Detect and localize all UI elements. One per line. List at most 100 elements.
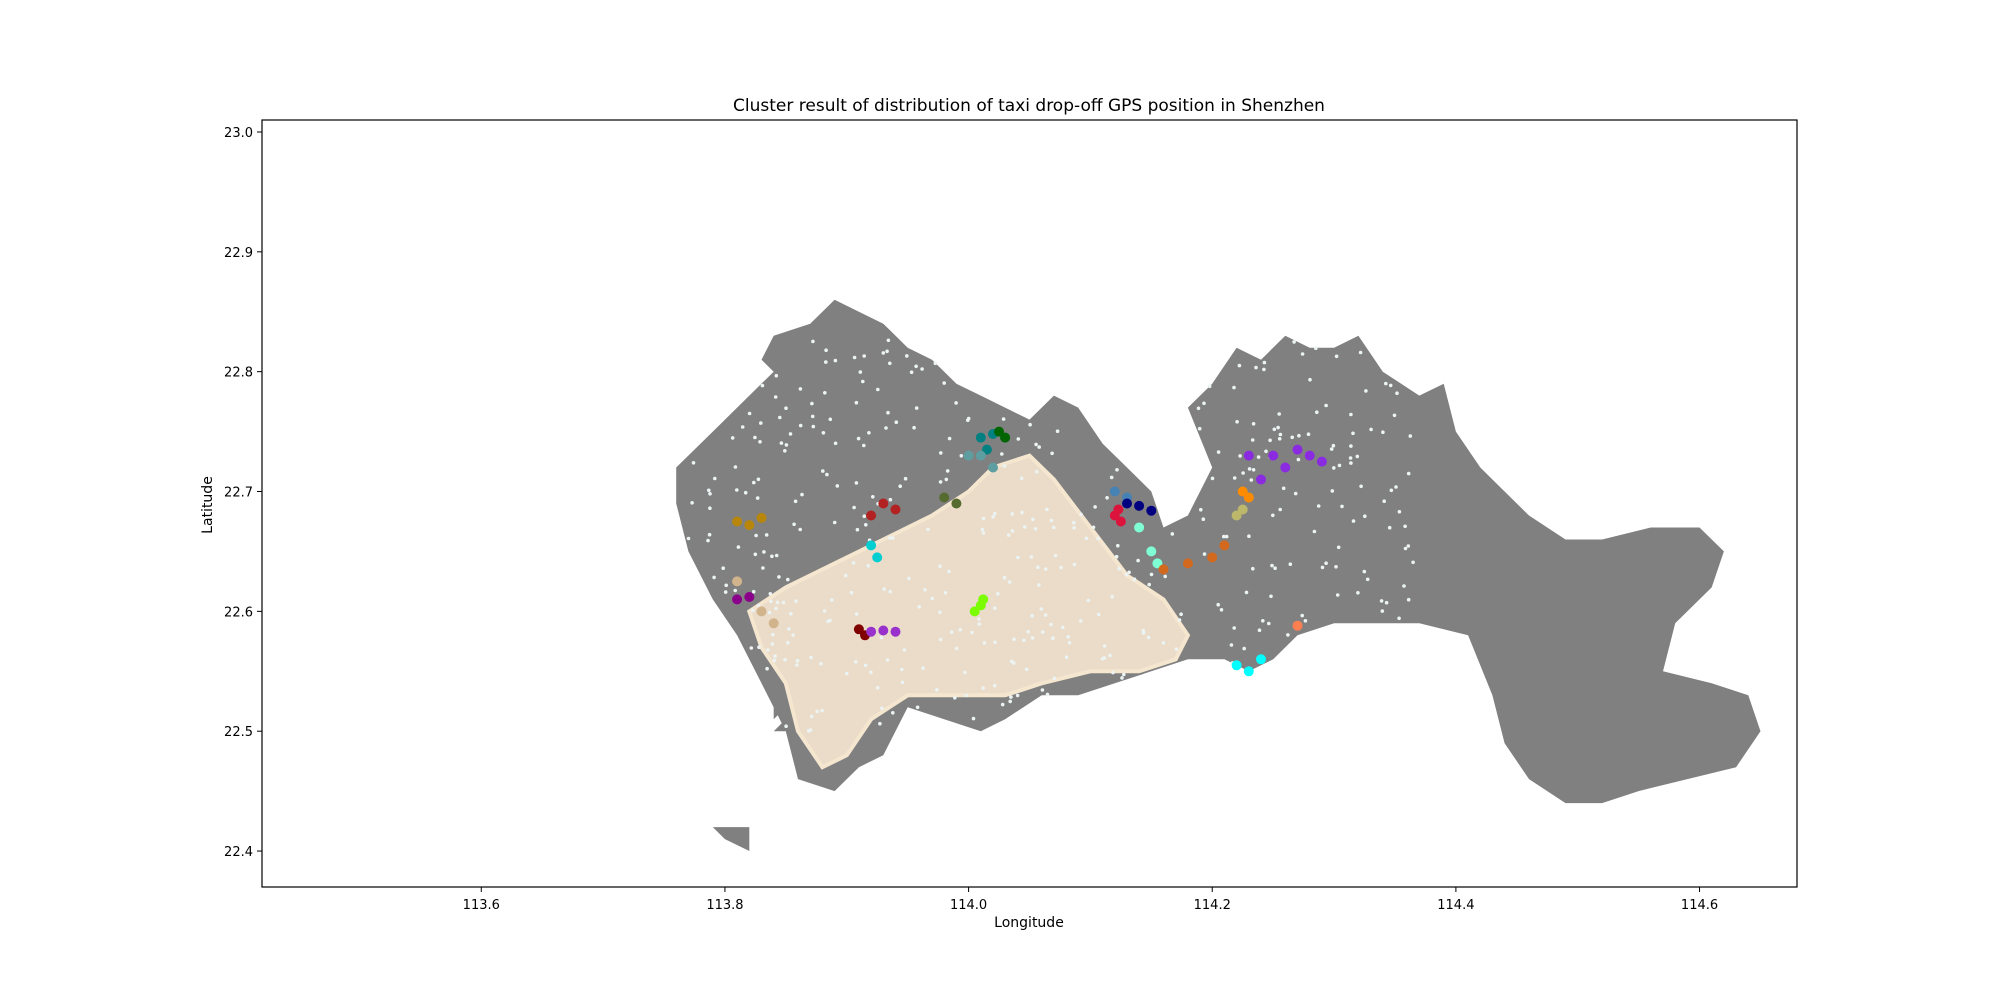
noise-point xyxy=(1124,573,1129,577)
noise-point xyxy=(690,501,694,505)
noise-point xyxy=(1251,468,1256,472)
noise-point xyxy=(964,693,969,698)
noise-point xyxy=(1033,527,1038,531)
cluster-point xyxy=(1152,558,1163,569)
noise-point xyxy=(1127,570,1131,575)
noise-point xyxy=(1358,350,1363,355)
noise-point xyxy=(1036,565,1040,569)
noise-point xyxy=(914,406,919,410)
cluster-point xyxy=(872,552,883,563)
noise-point xyxy=(971,716,976,721)
noise-point xyxy=(1216,450,1221,454)
noise-point xyxy=(775,600,780,605)
cluster-point xyxy=(975,450,986,461)
noise-point xyxy=(773,395,778,399)
noise-point xyxy=(1067,641,1072,645)
noise-point xyxy=(858,370,863,374)
noise-point xyxy=(1141,628,1146,633)
noise-point xyxy=(944,477,949,482)
noise-point xyxy=(786,640,790,645)
noise-point xyxy=(1256,455,1261,459)
noise-point xyxy=(707,532,712,537)
noise-point xyxy=(900,680,905,685)
noise-point xyxy=(800,492,804,497)
noise-point xyxy=(1210,476,1215,481)
noise-point xyxy=(1072,562,1077,567)
noise-point xyxy=(1232,476,1237,480)
noise-point xyxy=(770,642,775,646)
noise-point xyxy=(1269,594,1273,599)
noise-point xyxy=(1026,630,1030,634)
noise-point xyxy=(1052,525,1056,530)
noise-point xyxy=(1242,646,1246,651)
noise-point xyxy=(1324,403,1328,408)
noise-point xyxy=(1392,413,1397,418)
cluster-point xyxy=(963,450,974,461)
noise-point xyxy=(1009,695,1013,699)
noise-point xyxy=(1241,471,1245,475)
noise-point xyxy=(1039,607,1044,611)
noise-point xyxy=(1290,435,1294,440)
noise-point xyxy=(938,637,943,642)
cluster-point xyxy=(853,624,864,635)
noise-point xyxy=(894,420,899,425)
noise-point xyxy=(953,696,957,700)
x-tick-label: 113.8 xyxy=(706,898,743,913)
noise-point xyxy=(794,599,798,603)
noise-point xyxy=(882,587,886,591)
noise-point xyxy=(740,425,745,429)
land-island xyxy=(773,707,786,720)
noise-point xyxy=(959,454,964,458)
noise-point xyxy=(991,515,995,519)
noise-point xyxy=(1308,377,1312,382)
noise-point xyxy=(1292,340,1296,344)
noise-point xyxy=(1329,447,1334,451)
noise-point xyxy=(1010,529,1015,533)
noise-point xyxy=(1037,583,1041,587)
noise-point xyxy=(1049,518,1054,523)
noise-point xyxy=(823,391,827,395)
noise-point xyxy=(1034,442,1038,447)
noise-point xyxy=(1141,631,1146,635)
cluster-point xyxy=(732,576,743,587)
cluster-point xyxy=(1280,462,1291,473)
cluster-point xyxy=(1000,432,1011,443)
noise-point xyxy=(996,591,1000,596)
noise-point xyxy=(977,617,981,621)
noise-point xyxy=(1007,580,1012,584)
noise-point xyxy=(825,472,829,477)
y-axis-label: Latitude xyxy=(200,476,216,534)
noise-point xyxy=(1277,412,1281,416)
noise-point xyxy=(982,641,987,645)
noise-point xyxy=(808,728,813,732)
noise-point xyxy=(1300,613,1304,618)
noise-point xyxy=(820,708,824,713)
noise-point xyxy=(821,469,825,473)
noise-point xyxy=(795,663,799,667)
noise-point xyxy=(921,666,925,670)
noise-point xyxy=(1286,633,1290,637)
noise-point xyxy=(888,497,893,502)
noise-point xyxy=(1303,619,1308,623)
cluster-point xyxy=(1292,620,1303,631)
noise-point xyxy=(1001,417,1006,421)
noise-point xyxy=(1016,555,1020,560)
x-tick-label: 114.4 xyxy=(1437,898,1474,913)
noise-point xyxy=(993,511,997,516)
noise-point xyxy=(977,622,982,626)
cluster-point xyxy=(1268,450,1279,461)
cluster-point xyxy=(1146,546,1157,557)
noise-point xyxy=(912,425,916,430)
noise-point xyxy=(1000,702,1005,707)
noise-point xyxy=(708,492,712,496)
noise-point xyxy=(947,436,952,441)
noise-point xyxy=(1278,432,1283,437)
noise-point xyxy=(1114,554,1119,559)
noise-point xyxy=(1395,391,1399,396)
noise-point xyxy=(862,354,866,358)
noise-point xyxy=(1050,451,1054,456)
noise-point xyxy=(1040,630,1045,634)
noise-point xyxy=(1402,584,1406,588)
noise-point xyxy=(1061,625,1065,630)
noise-point xyxy=(981,531,986,535)
